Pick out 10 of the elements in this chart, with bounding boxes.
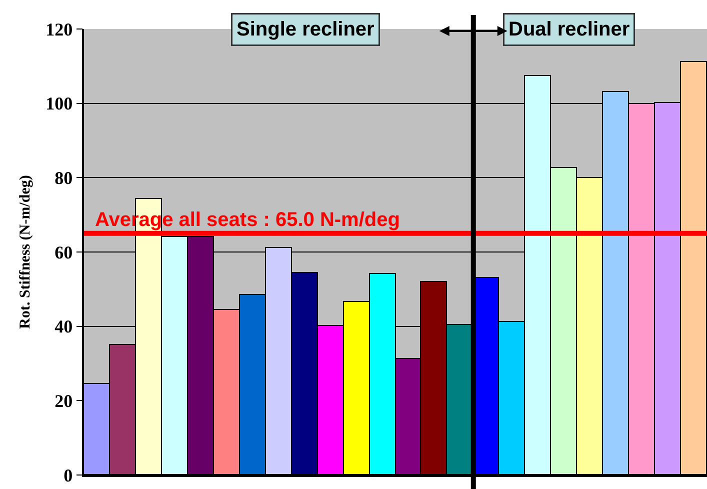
y-tick-label: 40 xyxy=(54,316,73,337)
y-tick-label: 120 xyxy=(46,19,73,40)
y-tick-label: 20 xyxy=(54,390,73,411)
y-tick-label: 100 xyxy=(46,94,73,114)
y-tick-label: 0 xyxy=(64,465,73,486)
annotation: Dual recliner xyxy=(508,18,630,40)
annotation: Single recliner xyxy=(236,18,375,40)
y-axis-title: Rot. Stiffness (N-m/deg) xyxy=(17,175,34,329)
y-tick-label: 60 xyxy=(54,242,73,262)
y-tick-label: 80 xyxy=(54,168,73,188)
